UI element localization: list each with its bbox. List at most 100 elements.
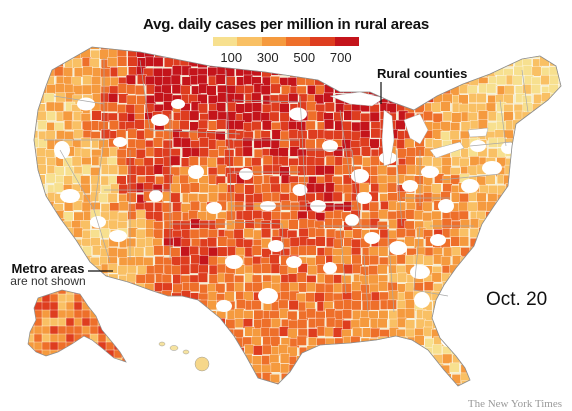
county-cell [36,363,47,374]
county-cell [513,203,524,213]
county-cell [251,245,262,256]
county-cell [126,94,137,105]
county-cell [451,309,462,320]
county-cell [550,182,561,193]
county-cell [524,229,534,239]
county-cell [476,93,487,103]
county-cell [146,328,156,339]
legend-swatch [213,37,238,46]
state-border [439,173,501,181]
county-cell [440,121,451,132]
county-cell [215,74,226,85]
county-cell [90,274,101,284]
county-cell [449,275,460,286]
county-cell [396,345,406,355]
county-cell [549,247,560,258]
county-cell [522,183,533,194]
county-cell [262,344,272,355]
county-cell [270,102,281,112]
county-cell [479,354,490,364]
county-cell [325,182,335,193]
county-cell [531,347,542,357]
county-cell [135,139,146,150]
county-cell [200,48,210,58]
county-cell [405,282,416,293]
alaska-county-cell [113,317,123,327]
alaska-county-cell [41,301,51,311]
alaska-county-cell [57,301,67,311]
county-cell [227,354,237,364]
county-cell [199,147,209,158]
county-cell [154,328,165,338]
county-cell [413,381,424,386]
county-cell [316,345,327,355]
alaska-county-cell [105,309,115,319]
county-cell [559,139,561,149]
county-cell [343,264,354,274]
county-cell [225,76,236,87]
county-cell [352,228,363,239]
county-cell [245,392,255,402]
county-cell [557,372,561,383]
alaska-county-cell [28,301,35,311]
alaska-county-cell [121,341,126,351]
county-cell [530,374,541,385]
county-cell [117,83,128,94]
county-cell [190,327,200,338]
county-cell [459,290,470,301]
county-cell [144,47,155,58]
county-cell [558,58,561,69]
alaska-county-cell [57,309,67,319]
county-cell [189,282,200,292]
alaska-county-cell [105,301,115,311]
county-cell [460,318,471,329]
county-cell [512,211,523,222]
county-cell [513,362,524,373]
county-cell [541,364,552,375]
county-cell [181,299,192,310]
county-cell [351,130,361,141]
legend-swatch [285,37,311,46]
county-cell [387,229,398,240]
county-cell [550,310,561,321]
county-cell [485,346,496,357]
county-cell [422,156,433,167]
metro-area [323,262,337,274]
county-cell [226,210,236,221]
alaska-county-cell [49,293,59,303]
county-cell [423,255,434,266]
county-cell [387,364,398,375]
county-cell [145,75,155,86]
metro-area [430,234,446,246]
county-cell [189,110,200,121]
county-cell [280,291,290,302]
county-cell [487,335,498,346]
alaska-county-cell [89,325,99,335]
county-cell [127,362,137,373]
county-cell [397,272,408,283]
county-cell [199,137,209,148]
county-cell [118,308,129,319]
county-cell [432,382,443,386]
county-cell [233,156,244,167]
county-cell [45,58,56,68]
county-cell [351,58,362,69]
county-cell [306,282,317,293]
county-cell [109,373,120,384]
county-cell [108,319,118,330]
county-cell [280,183,290,194]
county-cell [107,263,118,274]
county-cell [35,66,46,77]
county-cell [478,363,489,374]
county-cell [487,309,498,320]
county-cell [469,281,480,292]
county-cell [71,382,82,386]
county-cell [326,373,336,384]
county-cell [54,101,64,112]
county-cell [560,328,561,339]
county-cell [55,248,66,258]
county-cell [288,392,298,402]
county-cell [208,192,219,203]
county-cell [549,329,559,340]
county-cell [396,364,407,375]
